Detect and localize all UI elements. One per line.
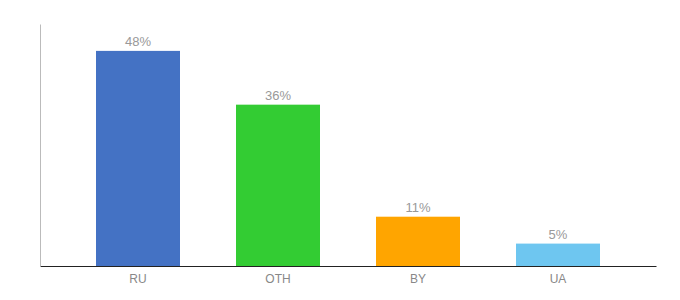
x-tick-label: RU [129, 272, 146, 286]
y-axis [40, 25, 41, 267]
x-tick: BY [410, 272, 426, 286]
data-label: 36% [265, 88, 291, 103]
bar [236, 105, 320, 266]
data-label: 48% [125, 34, 151, 49]
bar [516, 244, 600, 266]
y-axis-line [40, 25, 41, 267]
data-label: 11% [405, 200, 430, 215]
plot: 48% 36% 11% 5% RU OTH BY UA [41, 25, 657, 286]
bar [96, 51, 180, 266]
x-tick-label: UA [550, 272, 567, 286]
x-axis: RU OTH BY UA [41, 267, 657, 286]
bars [96, 51, 600, 266]
x-tick-label: BY [410, 272, 426, 286]
chart: 48% 36% 11% 5% RU OTH BY UA [0, 0, 680, 300]
x-tick-label: OTH [265, 272, 290, 286]
x-tick: RU [129, 272, 146, 286]
x-axis-line [41, 266, 657, 267]
bar [376, 217, 460, 266]
data-label: 5% [549, 227, 568, 242]
x-tick: UA [550, 272, 567, 286]
data-labels: 48% 36% 11% 5% [125, 34, 568, 242]
x-tick: OTH [265, 272, 290, 286]
